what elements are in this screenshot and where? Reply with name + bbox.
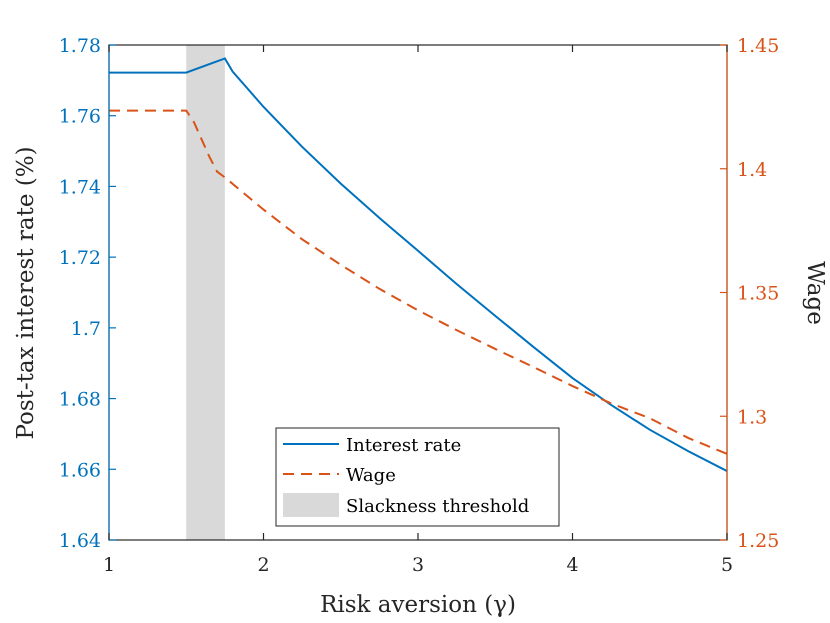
- legend-slackness-swatch: [283, 493, 339, 517]
- right-y-axis-ticks: 1.25 1.3 1.35 1.4 1.45: [720, 35, 779, 552]
- x-tick-label: 2: [257, 554, 269, 576]
- right-y-axis-label: Wage: [802, 261, 828, 325]
- left-tick-label: 1.7: [71, 318, 101, 340]
- left-tick-label: 1.74: [59, 176, 101, 198]
- slackness-threshold-region: [186, 45, 225, 540]
- legend-slackness-label: Slackness threshold: [346, 496, 529, 517]
- left-tick-label: 1.72: [59, 247, 101, 269]
- x-tick-label: 3: [412, 554, 424, 576]
- x-tick-label: 1: [103, 554, 115, 576]
- legend-wage-label: Wage: [346, 465, 396, 486]
- x-tick-label: 4: [566, 554, 578, 576]
- wage-series-line: [109, 109, 728, 455]
- x-axis-ticks: 1 2 3 4 5: [103, 45, 733, 576]
- left-tick-label: 1.66: [59, 459, 101, 481]
- legend-interest-rate-label: Interest rate: [346, 435, 461, 456]
- right-tick-label: 1.45: [737, 35, 779, 57]
- left-tick-label: 1.78: [59, 35, 101, 57]
- interest-rate-series-line: [109, 57, 728, 472]
- right-tick-label: 1.25: [737, 530, 779, 552]
- x-axis-label: Risk aversion (γ): [320, 592, 516, 618]
- left-tick-label: 1.68: [59, 389, 101, 411]
- left-tick-label: 1.64: [59, 530, 101, 552]
- right-tick-label: 1.4: [737, 159, 767, 181]
- right-tick-label: 1.3: [737, 406, 767, 428]
- left-y-axis-label: Post-tax interest rate (%): [13, 146, 39, 439]
- left-y-axis-ticks: 1.64 1.66 1.68 1.7 1.72 1.74 1.76 1.78: [59, 35, 116, 552]
- right-tick-label: 1.35: [737, 283, 779, 305]
- left-tick-label: 1.76: [59, 106, 101, 128]
- legend: Interest rate Wage Slackness threshold: [275, 427, 560, 527]
- x-tick-label: 5: [721, 554, 733, 576]
